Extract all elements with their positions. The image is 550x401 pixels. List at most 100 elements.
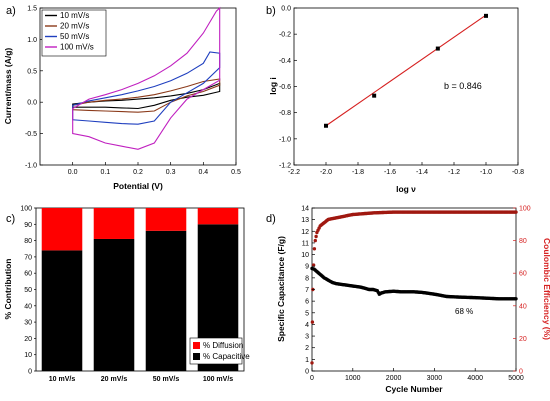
panel-b-points-and-fit xyxy=(324,13,488,128)
panel-d-y-tick-label-1: 1 xyxy=(305,357,309,364)
panel-b-x-tick-label-4: -1.4 xyxy=(416,169,428,176)
panel-a-legend-label-0: 10 mV/s xyxy=(60,11,89,20)
panel-b-point-0 xyxy=(324,123,328,128)
panel-a-series-line-3 xyxy=(72,6,221,150)
panel-c-legend-label-1: % Capacitive xyxy=(203,352,250,361)
panel-d-x-tick-label-2: 2000 xyxy=(386,375,402,382)
panel-b-y-tick-label-3: -0.6 xyxy=(279,84,291,91)
panel-d-y-tick-label-2: 2 xyxy=(305,345,309,352)
panel-a-x-ticks: 0.0 0.1 0.2 0.3 0.4 0.5 xyxy=(68,162,241,176)
panel-b-y-ticks: -1.2 -1.0 -0.8 -0.6 -0.4 -0.2 0.0 xyxy=(279,6,297,170)
panel-d-y2-ticks: 0 20 40 60 80 100 xyxy=(513,206,531,376)
panel-c-y-tick-label-3: 30 xyxy=(24,320,32,327)
panel-a-y-tick-label-3: 0.5 xyxy=(27,68,37,75)
panel-d-x-tick-label-0: 0 xyxy=(310,375,314,382)
panel-d-cycling: d) 0 1000 2000 3000 4000 5000 012345678910111… xyxy=(266,206,550,395)
panel-a-legend-label-2: 50 mV/s xyxy=(60,32,89,41)
panel-a-y-tick-label-1: -0.5 xyxy=(25,131,37,138)
panel-c-x-tick-label-2: 50 mV/s xyxy=(153,376,180,383)
panel-c-bar-0-0 xyxy=(41,250,83,371)
panel-d-y-tick-label-4: 4 xyxy=(305,322,309,329)
panel-d-y-tick-label-5: 5 xyxy=(305,310,309,317)
panel-a-series-line-0 xyxy=(72,82,221,110)
panel-b-x-tick-label-2: -1.8 xyxy=(352,169,364,176)
panel-c-bar-1-0 xyxy=(41,208,83,251)
panel-c-x-tick-label-0: 10 mV/s xyxy=(49,376,76,383)
panel-c-letter: c) xyxy=(6,213,15,225)
panel-b-letter: b) xyxy=(266,5,276,17)
panel-c-x-tick-label-1: 20 mV/s xyxy=(101,376,128,383)
panel-a-y-tick-label-5: 1.5 xyxy=(27,6,37,13)
panel-d-point-1-4 xyxy=(312,247,317,251)
panel-d-point-0-200 xyxy=(514,297,518,301)
panel-a-x-tick-label-3: 0.3 xyxy=(166,169,176,176)
panel-b-x-tick-label-5: -1.2 xyxy=(448,169,460,176)
panel-b-x-tick-label-0: -2.2 xyxy=(288,169,300,176)
panel-b-x-axis-label: log ν xyxy=(396,184,416,194)
panel-d-point-1-1 xyxy=(310,320,315,324)
panel-a-cv-curves: a) 0.0 0.1 0.2 0.3 0.4 0.5 -1.0 -0.5 0.0 0.5 1.0 1… xyxy=(3,5,241,191)
panel-b-fit-line xyxy=(325,14,487,127)
panel-d-y-tick-label-11: 11 xyxy=(302,240,309,247)
panel-c-y-tick-label-4: 40 xyxy=(24,303,32,310)
panel-c-y-axis-label: % Contribution xyxy=(3,259,13,320)
panel-c-bar-1-3 xyxy=(197,208,239,225)
panel-a-letter: a) xyxy=(6,5,16,17)
panel-d-y-tick-label-3: 3 xyxy=(305,334,309,341)
panel-a-y-axis-label: Current/mass (A/g) xyxy=(3,48,13,125)
panel-d-y2-tick-label-2: 40 xyxy=(519,303,527,310)
panel-d-y2-axis-label: Coulombic Efficiency (%) xyxy=(542,238,550,340)
panel-a-series-line-1 xyxy=(72,78,221,113)
panel-b-x-tick-label-7: -0.8 xyxy=(512,169,524,176)
panel-b-x-tick-label-3: -1.6 xyxy=(384,169,396,176)
panel-b-y-tick-label-0: -1.2 xyxy=(279,163,291,170)
panel-a-y-tick-label-4: 1.0 xyxy=(27,37,37,44)
panel-a-x-tick-label-4: 0.4 xyxy=(198,169,208,176)
panel-d-y-tick-label-12: 12 xyxy=(301,229,309,236)
panel-b-point-3 xyxy=(484,13,488,18)
panel-c-bar-0-2 xyxy=(145,230,187,371)
panel-a-x-tick-label-2: 0.2 xyxy=(133,169,143,176)
panel-c-y-ticks: 0 10 20 30 40 50 60 70 80 90 100 xyxy=(20,206,36,376)
panel-c-y-tick-label-0: 0 xyxy=(28,369,32,376)
panel-b-slope-annotation: b = 0.846 xyxy=(444,81,482,91)
panel-a-curves xyxy=(72,6,221,150)
panel-c-bar-1-1 xyxy=(93,208,135,239)
panel-d-y-tick-label-13: 13 xyxy=(301,217,309,224)
panel-b-log-plot: b) -2.2 -2.0 -1.8 -1.6 -1.4 -1.2 -1.0 -0.8 -1.2… xyxy=(266,5,524,194)
panel-b-x-tick-label-1: -2.0 xyxy=(320,169,332,176)
panel-c-legend: % Diffusion % Capacitive xyxy=(189,337,250,365)
panel-a-legend-box xyxy=(41,9,107,57)
panel-d-y-tick-label-7: 7 xyxy=(305,287,309,294)
panel-b-y-axis-label: log i xyxy=(268,77,278,94)
panel-b-x-ticks: -2.2 -2.0 -1.8 -1.6 -1.4 -1.2 -1.0 -0.8 xyxy=(288,162,524,176)
panel-c-legend-swatch-0 xyxy=(193,342,200,349)
panel-b-y-tick-label-4: -0.4 xyxy=(279,58,291,65)
panel-c-y-tick-label-9: 90 xyxy=(24,222,32,229)
panel-c-bar-1-2 xyxy=(145,208,187,231)
panel-d-retention-annotation: 68 % xyxy=(455,307,473,316)
panel-a-x-tick-label-1: 0.1 xyxy=(100,169,110,176)
panel-c-contribution-bars: c) 10 mV/s 20 mV/s 50 mV/s 100 mV/s 0 10 20 30… xyxy=(3,206,250,384)
panel-a-y-tick-label-0: -1.0 xyxy=(25,163,37,170)
panel-a-x-axis-label: Potential (V) xyxy=(113,181,163,191)
panel-c-x-tick-label-3: 100 mV/s xyxy=(203,376,233,383)
panel-c-y-tick-label-2: 20 xyxy=(24,336,32,343)
panel-b-y-tick-label-1: -1.0 xyxy=(279,136,291,143)
panel-d-letter: d) xyxy=(266,213,276,225)
panel-c-x-ticks: 10 mV/s 20 mV/s 50 mV/s 100 mV/s xyxy=(49,376,234,383)
panel-b-y-tick-label-2: -0.8 xyxy=(279,110,291,117)
panel-d-x-ticks: 0 1000 2000 3000 4000 5000 xyxy=(310,368,524,382)
panel-c-y-tick-label-6: 60 xyxy=(24,271,32,278)
panel-d-x-tick-label-5: 5000 xyxy=(508,375,524,382)
panel-c-y-tick-label-7: 70 xyxy=(24,254,32,261)
panel-d-y-axis-label: Specific Capacitance (F/g) xyxy=(276,236,286,342)
panel-a-legend: 10 mV/s 20 mV/s50 mV/s 100 mV/s xyxy=(41,9,107,57)
panel-d-y-tick-label-8: 8 xyxy=(305,275,309,282)
panel-c-legend-label-0: % Diffusion xyxy=(203,341,243,350)
panel-c-bar-0-1 xyxy=(93,238,135,371)
panel-d-y2-tick-label-4: 80 xyxy=(519,238,527,245)
panel-c-y-tick-label-5: 50 xyxy=(24,287,32,294)
